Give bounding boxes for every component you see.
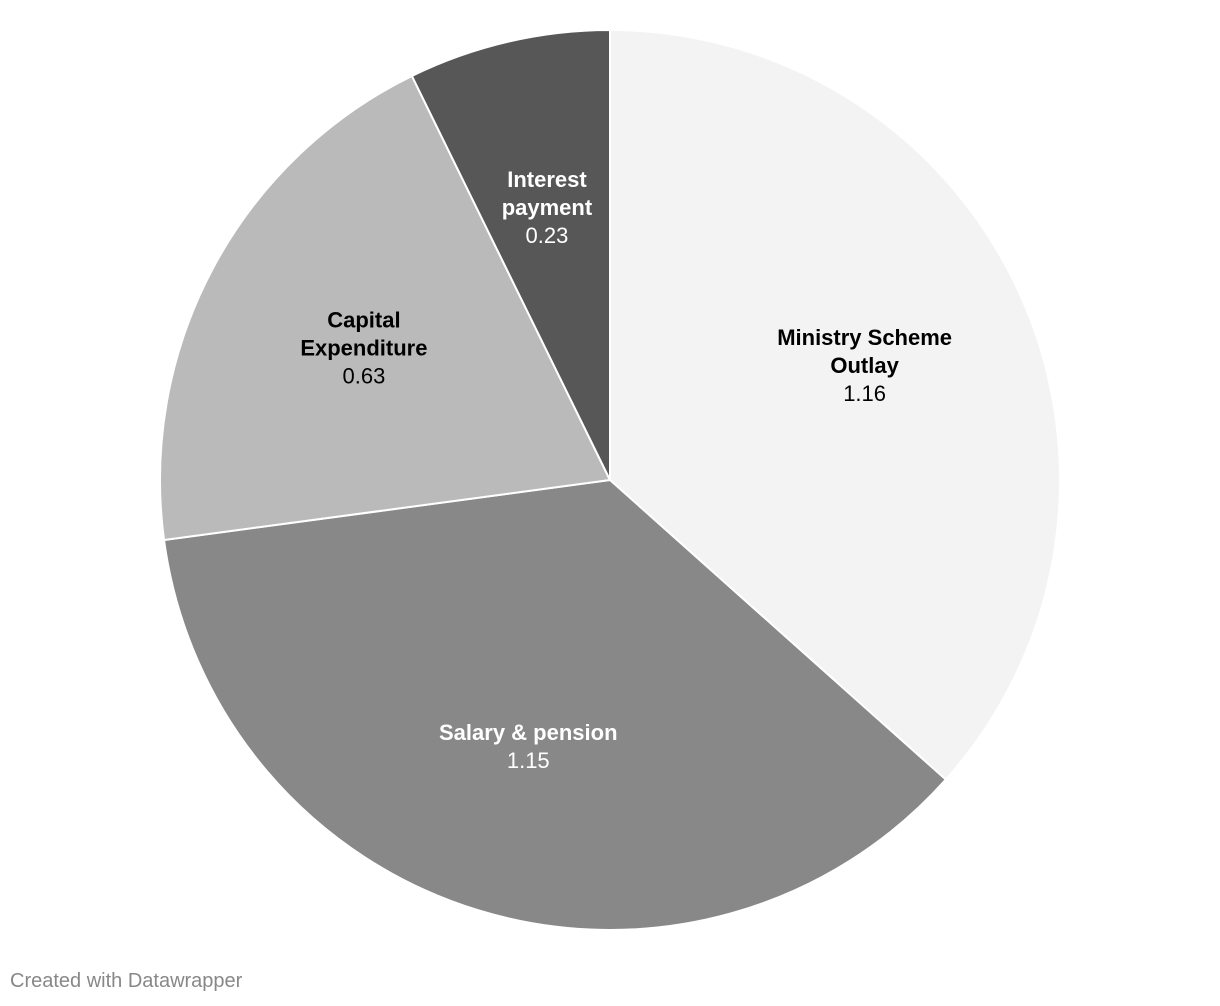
credit-text[interactable]: Created with Datawrapper	[10, 970, 243, 992]
slice-value: 0.63	[342, 364, 385, 389]
slice-value: 1.15	[507, 748, 550, 773]
pie-slices	[159, 29, 1061, 931]
slice-name: Ministry Scheme	[777, 325, 952, 350]
slice-label-capital-expenditure: Capital Expenditure 0.63	[300, 308, 427, 389]
pie-chart: Ministry Scheme Outlay 1.16 Salary & pensio…	[159, 29, 1061, 931]
slice-name: Salary & pension	[439, 720, 618, 745]
slice-name: Interest	[507, 167, 587, 192]
pie-slice-capital-expenditure[interactable]	[159, 74, 611, 542]
slice-name: Capital	[327, 308, 400, 333]
pie-slice-interest-payment[interactable]	[410, 29, 611, 481]
slice-name: Expenditure	[300, 336, 427, 361]
pie-slice-salary-pension[interactable]	[163, 479, 947, 931]
slice-name: Outlay	[830, 353, 899, 378]
slice-label-interest-payment: Interest payment 0.23	[502, 167, 593, 248]
pie-slice-ministry-scheme-outlay[interactable]	[609, 29, 1061, 781]
slice-label-salary-pension: Salary & pension 1.15	[439, 720, 618, 773]
slice-name: payment	[502, 195, 593, 220]
slice-value: 0.23	[526, 223, 569, 248]
slice-label-ministry-scheme-outlay: Ministry Scheme Outlay 1.16	[777, 325, 952, 406]
slice-value: 1.16	[843, 381, 886, 406]
pie-labels: Ministry Scheme Outlay 1.16 Salary & pensio…	[300, 167, 952, 773]
